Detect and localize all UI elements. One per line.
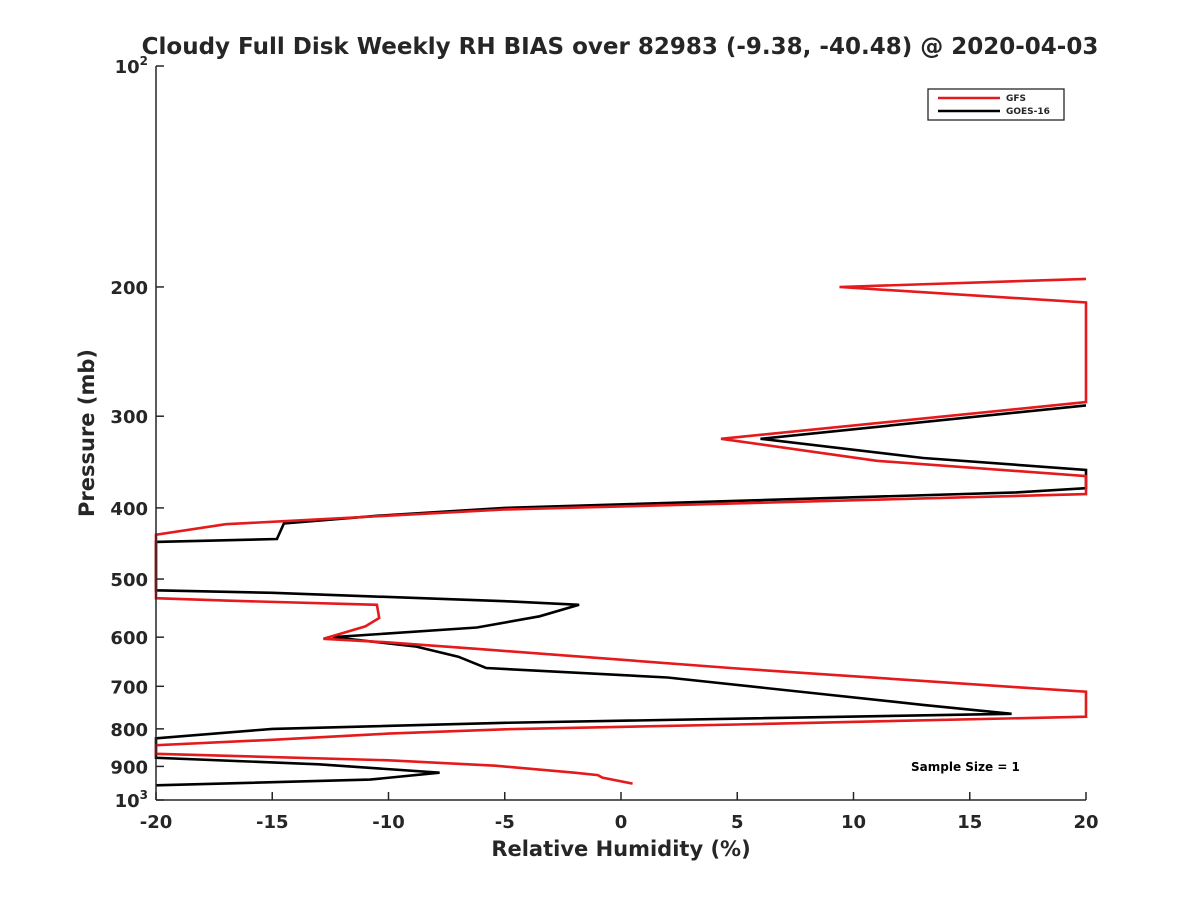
legend-box: [927, 88, 1065, 121]
x-tick-label: 5: [731, 812, 744, 833]
chart-title: Cloudy Full Disk Weekly RH BIAS over 829…: [142, 34, 1099, 60]
y-tick-label: 102: [115, 54, 148, 78]
y-tick-label: 500: [110, 570, 148, 591]
x-tick-label: -20: [140, 812, 173, 833]
legend-label-gfs: GFS: [1006, 94, 1026, 104]
series-line-goes-16: [154, 404, 1088, 787]
y-tick-label: 800: [110, 720, 148, 741]
series-layer: [154, 277, 1088, 787]
x-tick-label: 0: [615, 812, 628, 833]
y-tick-label: 700: [110, 677, 148, 698]
x-tick-label: -10: [372, 812, 405, 833]
y-tick-label: 600: [110, 628, 148, 649]
series-line-gfs: [154, 277, 1088, 785]
x-tick-label: -5: [495, 812, 515, 833]
legend: GFS GOES-16: [927, 88, 1065, 121]
y-tick-label: 200: [110, 278, 148, 299]
legend-label-goes-16: GOES-16: [1006, 107, 1050, 117]
x-axis-label: Relative Humidity (%): [491, 837, 750, 861]
y-axis-label: Pressure (mb): [75, 349, 99, 517]
x-tick-label: -15: [256, 812, 289, 833]
x-tick-label: 20: [1073, 812, 1098, 833]
y-tick-label: 103: [115, 788, 148, 812]
x-tick-label: 15: [957, 812, 982, 833]
y-tick-label: 300: [110, 407, 148, 428]
y-tick-label: 400: [110, 499, 148, 520]
y-ticks: 102 200 300 400 500 600 700 800 900 103: [110, 54, 164, 812]
sample-size-annotation: Sample Size = 1: [911, 760, 1020, 774]
x-tick-label: 10: [841, 812, 866, 833]
x-ticks: -20 -15 -10 -5 0 5 10 15 20: [140, 792, 1099, 833]
y-tick-label: 900: [110, 757, 148, 778]
